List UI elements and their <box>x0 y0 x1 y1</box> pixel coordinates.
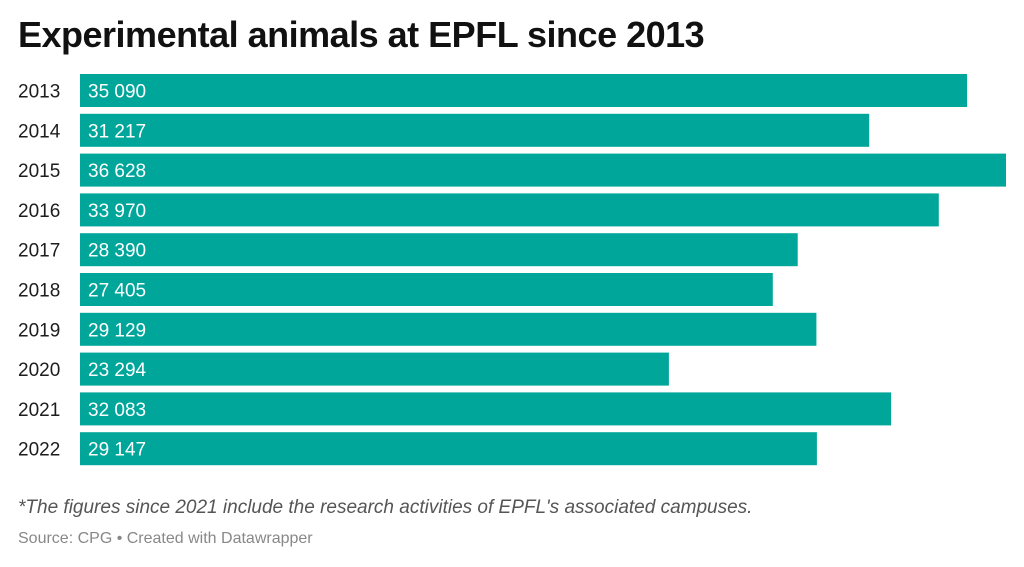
bar-row: 2014 31 217 <box>18 113 870 147</box>
bar-value-label: 32 083 <box>88 400 146 421</box>
bar-value-label: 31 217 <box>88 121 146 142</box>
bar-value-label: 36 628 <box>88 161 146 182</box>
bar-value-label: 27 405 <box>88 281 146 302</box>
category-label: 2017 <box>18 241 60 262</box>
bar-row: 2013 35 090 <box>18 74 968 107</box>
bar <box>80 392 892 426</box>
bar-value-label: 28 390 <box>88 241 146 262</box>
bar-row: 2016 33 970 <box>18 193 939 227</box>
bar <box>80 352 669 386</box>
category-label: 2019 <box>18 320 60 341</box>
bar-row: 2019 29 129 <box>18 312 817 346</box>
category-label: 2014 <box>18 121 61 142</box>
category-label: 2020 <box>18 360 60 381</box>
bar <box>80 74 968 107</box>
bar-row: 2015 36 628 <box>18 153 1006 187</box>
bar <box>80 233 798 267</box>
bar-value-label: 29 129 <box>88 320 146 341</box>
bar-value-label: 35 090 <box>88 82 146 103</box>
chart-title: Experimental animals at EPFL since 2013 <box>18 14 705 55</box>
bar <box>80 113 870 147</box>
category-label: 2022 <box>18 440 60 461</box>
bar-value-label: 33 970 <box>88 201 146 222</box>
category-label: 2018 <box>18 281 60 302</box>
category-label: 2015 <box>18 161 60 182</box>
footnote: *The figures since 2021 include the rese… <box>18 497 753 518</box>
bar-row: 2018 27 405 <box>18 273 773 306</box>
bar <box>80 432 817 466</box>
bar-value-label: 29 147 <box>88 440 146 461</box>
bar-row: 2020 23 294 <box>18 352 669 386</box>
category-label: 2021 <box>18 400 60 421</box>
bar-row: 2021 32 083 <box>18 392 892 426</box>
bar <box>80 193 939 227</box>
bar-value-label: 23 294 <box>88 360 147 381</box>
bar <box>80 153 1006 187</box>
source-credit: Source: CPG • Created with Datawrapper <box>18 530 313 547</box>
bar <box>80 312 817 346</box>
bars-layer: 2013 35 090 2014 31 217 2015 36 628 2016 33 970… <box>18 74 1006 466</box>
bar-row: 2022 29 147 <box>18 432 817 466</box>
category-label: 2016 <box>18 201 60 222</box>
bar <box>80 273 773 306</box>
bar-row: 2017 28 390 <box>18 233 798 267</box>
category-label: 2013 <box>18 82 60 103</box>
